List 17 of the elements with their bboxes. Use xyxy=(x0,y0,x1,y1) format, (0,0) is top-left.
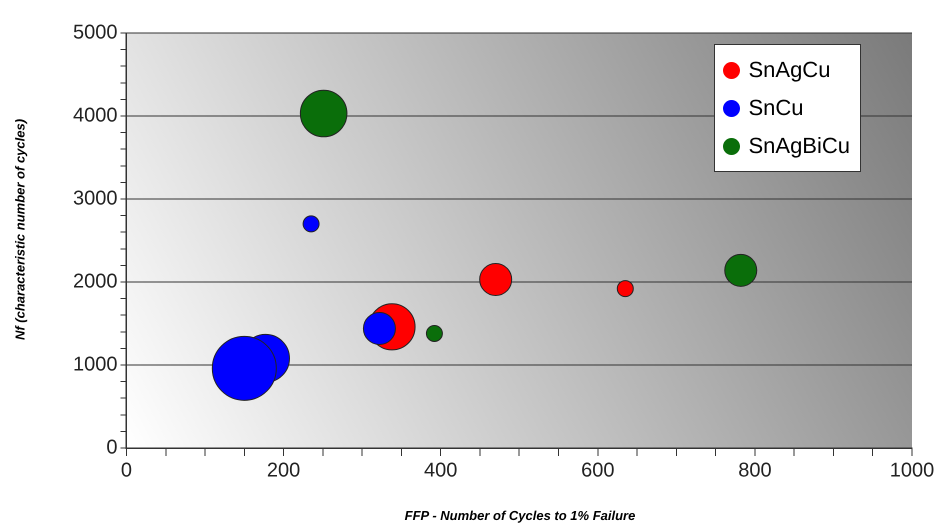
x-tick-label: 800 xyxy=(738,460,772,482)
x-tick-label: 600 xyxy=(581,460,614,482)
x-tick-label: 0 xyxy=(120,460,132,482)
y-axis-title: Nf (characteristic number of cycles) xyxy=(12,118,28,342)
y-tick-label: 2000 xyxy=(72,270,118,293)
legend-label: SnAgCu xyxy=(748,56,830,84)
y-tick-label: 0 xyxy=(106,436,118,459)
x-axis-title: FFP - Number of Cycles to 1% Failure xyxy=(404,508,636,523)
y-tick-label: 1000 xyxy=(72,354,118,376)
y-tick-label: 4000 xyxy=(72,104,118,127)
x-tick-label: 200 xyxy=(266,460,300,482)
x-tick-label: 400 xyxy=(424,460,458,482)
y-tick-label: 5000 xyxy=(72,22,118,44)
legend-label: SnAgBiCu xyxy=(748,132,850,160)
x-tick-label: 1000 xyxy=(890,460,934,482)
y-tick-label: 3000 xyxy=(72,188,118,210)
legend-label: SnCu xyxy=(748,94,804,122)
